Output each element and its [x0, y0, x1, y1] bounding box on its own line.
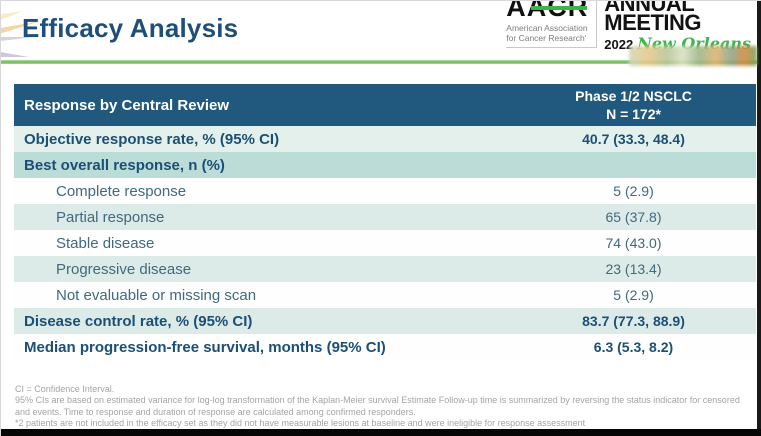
table-row: Partial response 65 (37.8) [14, 204, 756, 230]
table-body: Objective response rate, % (95% CI) 40.7… [14, 126, 756, 360]
footnote-line: 95% CIs are based on estimated variance … [15, 395, 740, 417]
org-name-line2: for Cancer Research' [506, 33, 587, 44]
green-divider [1, 60, 758, 64]
table-header-row: Response by Central Review Phase 1/2 NSC… [14, 84, 756, 126]
row-value: 83.7 (77.3, 88.9) [582, 313, 685, 329]
row-label: Objective response rate, % (95% CI) [24, 130, 280, 148]
cohort-n: N = 172* [606, 106, 661, 122]
festival-illustration [629, 46, 757, 66]
efficacy-table: Response by Central Review Phase 1/2 NSC… [14, 84, 756, 360]
starburst-decoration [1, 11, 41, 57]
row-label: Not evaluable or missing scan [56, 286, 257, 304]
row-label: Progressive disease [56, 260, 192, 278]
row-value: 5 (2.9) [613, 287, 654, 303]
row-label: Partial response [56, 208, 165, 226]
row-value: 40.7 (33.3, 48.4) [582, 131, 685, 147]
frame-right-edge [757, 1, 761, 436]
aacr-green-bar-decoration [531, 6, 588, 10]
table-row: Not evaluable or missing scan 5 (2.9) [14, 282, 756, 308]
cohort-name: Phase 1/2 NSCLC [575, 87, 692, 104]
row-value: 6.3 (5.3, 8.2) [593, 339, 674, 355]
frame-bottom-bar [1, 429, 761, 436]
slide-title: Efficacy Analysis [22, 13, 239, 43]
table-row: Best overall response, n (%) [14, 152, 756, 178]
footnote-line: CI = Confidence Interval. [15, 384, 115, 394]
aacr-org-block: AACR American Association for Cancer Res… [506, 0, 598, 49]
table-row: Complete response 5 (2.9) [14, 178, 756, 204]
row-value: 74 (43.0) [605, 235, 662, 251]
table-row: Disease control rate, % (95% CI) 83.7 (7… [14, 308, 756, 334]
table-row: Objective response rate, % (95% CI) 40.7… [14, 126, 756, 152]
org-name-line1: American Association [506, 23, 588, 33]
table-row: Progressive disease 23 (13.4) [14, 256, 756, 282]
row-label: Stable disease [56, 234, 155, 252]
annual-meeting-block: ANNUAL MEETING 2022 New Orleans [597, 0, 751, 53]
table-row: Median progression-free survival, months… [14, 334, 756, 360]
aacr-wordmark: AACR [506, 0, 589, 22]
row-label: Disease control rate, % (95% CI) [24, 312, 253, 330]
row-value: 23 (13.4) [605, 261, 662, 277]
event-year: 2022 [604, 36, 634, 52]
table-header-label: Response by Central Review [24, 96, 230, 114]
footnotes: CI = Confidence Interval. 95% CIs are ba… [15, 384, 757, 429]
aacr-logo: AACR American Association for Cancer Res… [506, 0, 751, 53]
table-header-value: Phase 1/2 NSCLC N = 172* [511, 84, 756, 126]
row-label: Median progression-free survival, months… [24, 338, 386, 356]
footnote-line: *2 patients are not included in the effi… [15, 417, 586, 428]
event-line1: ANNUAL [604, 0, 695, 16]
event-line2: MEETING [604, 10, 702, 36]
aacr-acronym: AACR [506, 0, 589, 22]
row-label: Best overall response, n (%) [24, 156, 225, 174]
row-label: Complete response [56, 182, 187, 200]
row-value: 5 (2.9) [613, 183, 654, 199]
table-row: Stable disease 74 (43.0) [14, 230, 756, 256]
row-value: 65 (37.8) [605, 209, 662, 225]
